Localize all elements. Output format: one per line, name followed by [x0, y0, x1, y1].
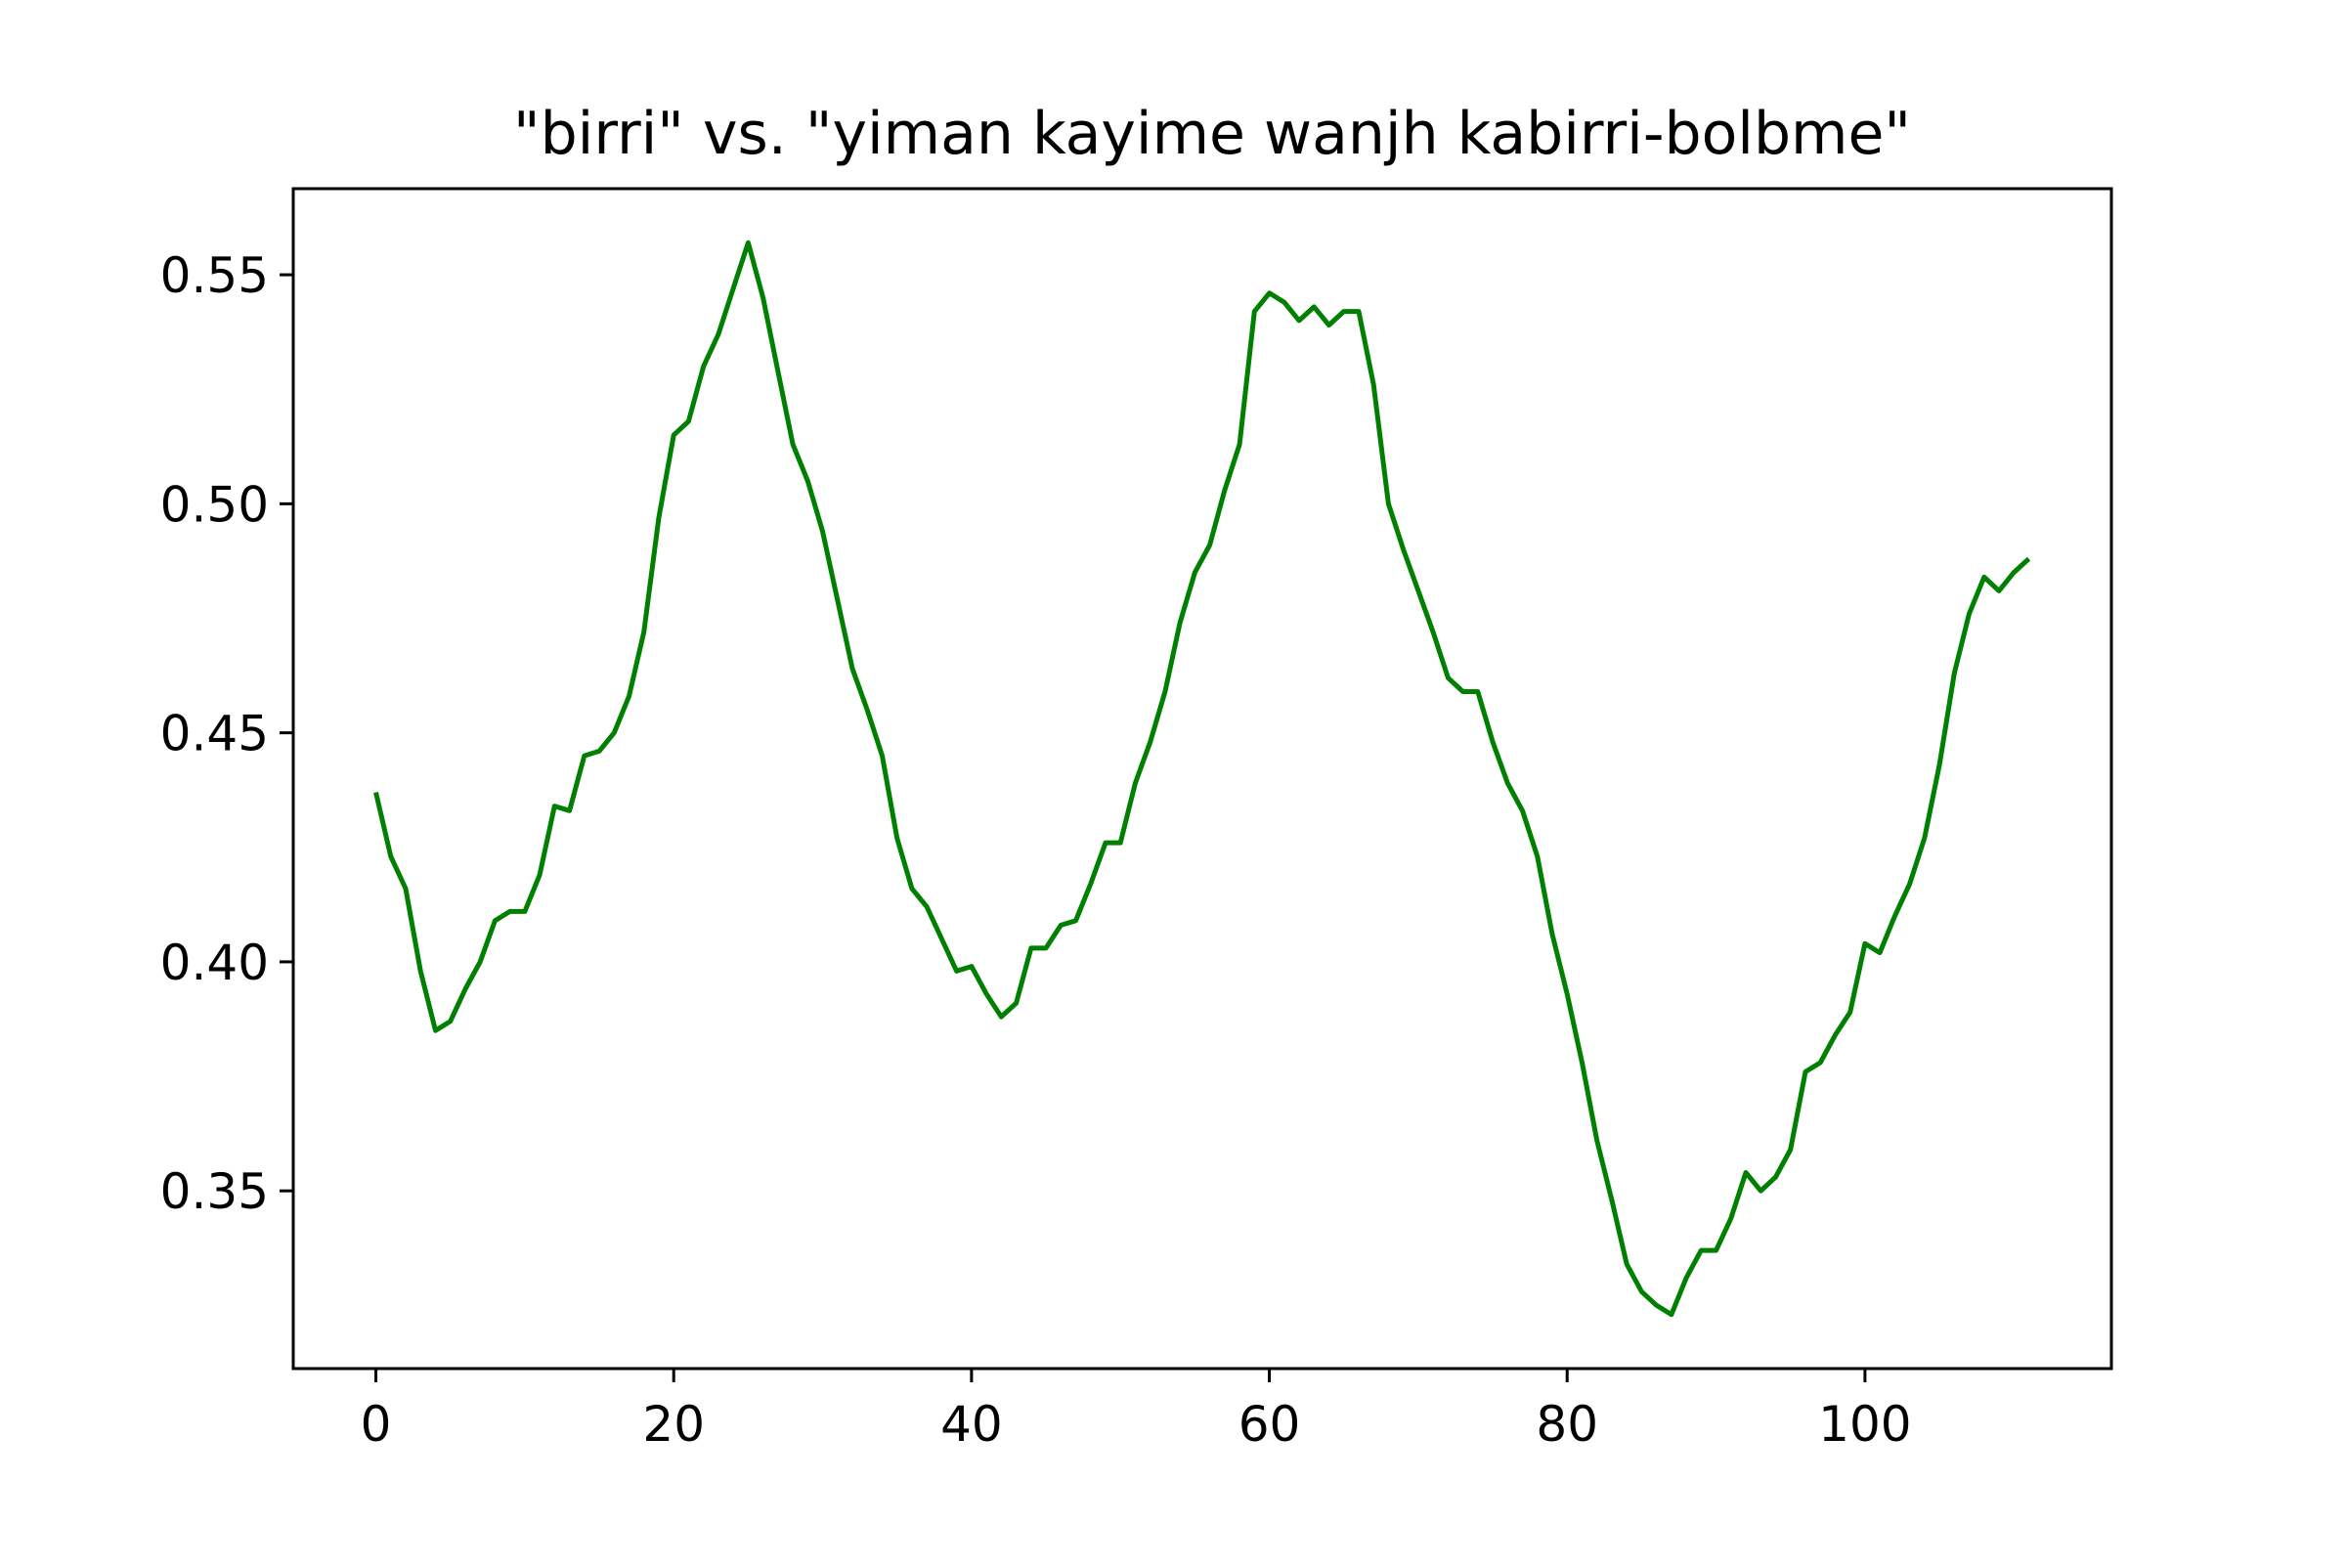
x-tick-label: 0 — [361, 1396, 392, 1453]
y-tick-label: 0.40 — [160, 935, 269, 991]
x-tick-label: 40 — [940, 1396, 1003, 1453]
x-tick-label: 60 — [1238, 1396, 1301, 1453]
x-tick-label: 20 — [642, 1396, 705, 1453]
chart-title: "birri" vs. "yiman kayime wanjh kabirri-… — [513, 100, 1911, 168]
y-tick-label: 0.35 — [160, 1163, 269, 1220]
x-tick-label: 80 — [1536, 1396, 1598, 1453]
y-axis-ticks: 0.35 0.40 0.45 0.50 0.55 — [160, 247, 293, 1220]
y-tick-label: 0.50 — [160, 476, 269, 533]
y-tick-label: 0.55 — [160, 247, 269, 304]
x-tick-label: 100 — [1818, 1396, 1911, 1453]
plot-frame — [291, 187, 2113, 1371]
series-line — [373, 240, 2031, 1318]
series-layer — [373, 240, 2031, 1318]
y-tick-label: 0.45 — [160, 706, 269, 762]
x-axis-ticks: 0 20 40 60 80 100 — [361, 1369, 1912, 1453]
